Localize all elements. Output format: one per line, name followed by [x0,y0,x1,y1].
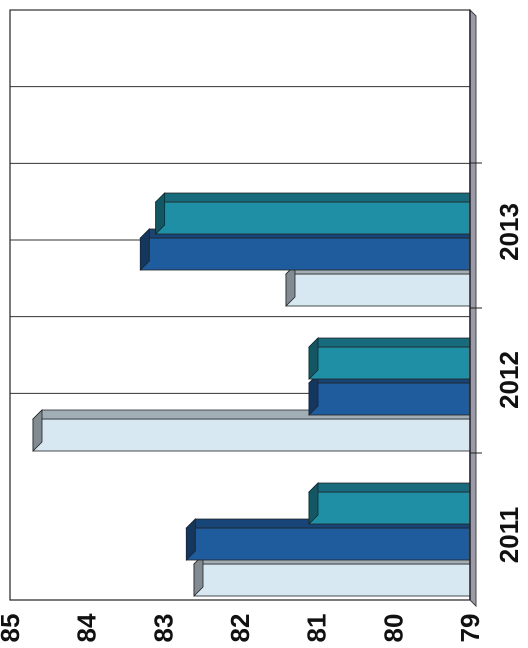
bar-2013-series-2 [140,238,470,270]
tick-label-80: 80 [378,614,408,643]
bar-2011-series-2 [186,528,470,560]
tick-label-83: 83 [148,614,178,643]
bar-2013-series-3 [156,202,470,234]
bar-2013-series-1 [286,274,470,306]
tick-label-82: 82 [225,614,255,643]
bar-2011-series-1 [194,564,470,596]
tick-label-81: 81 [302,614,332,643]
tick-label-84: 84 [72,613,102,642]
category-label-2013: 2013 [494,203,524,261]
bar-2012-series-3 [309,347,470,379]
tick-label-85: 85 [0,614,25,643]
bar-top-2013-series-3 [156,193,470,202]
bar-top-2012-series-3 [309,338,470,347]
bar-2012-series-2 [309,383,470,415]
bar-2011-series-3 [309,492,470,524]
bar-top-2011-series-3 [309,483,470,492]
tick-label-79: 79 [455,614,485,643]
category-label-2011: 2011 [494,507,524,563]
category-label-2012: 2012 [494,351,524,409]
bar-2012-series-1 [33,419,470,451]
